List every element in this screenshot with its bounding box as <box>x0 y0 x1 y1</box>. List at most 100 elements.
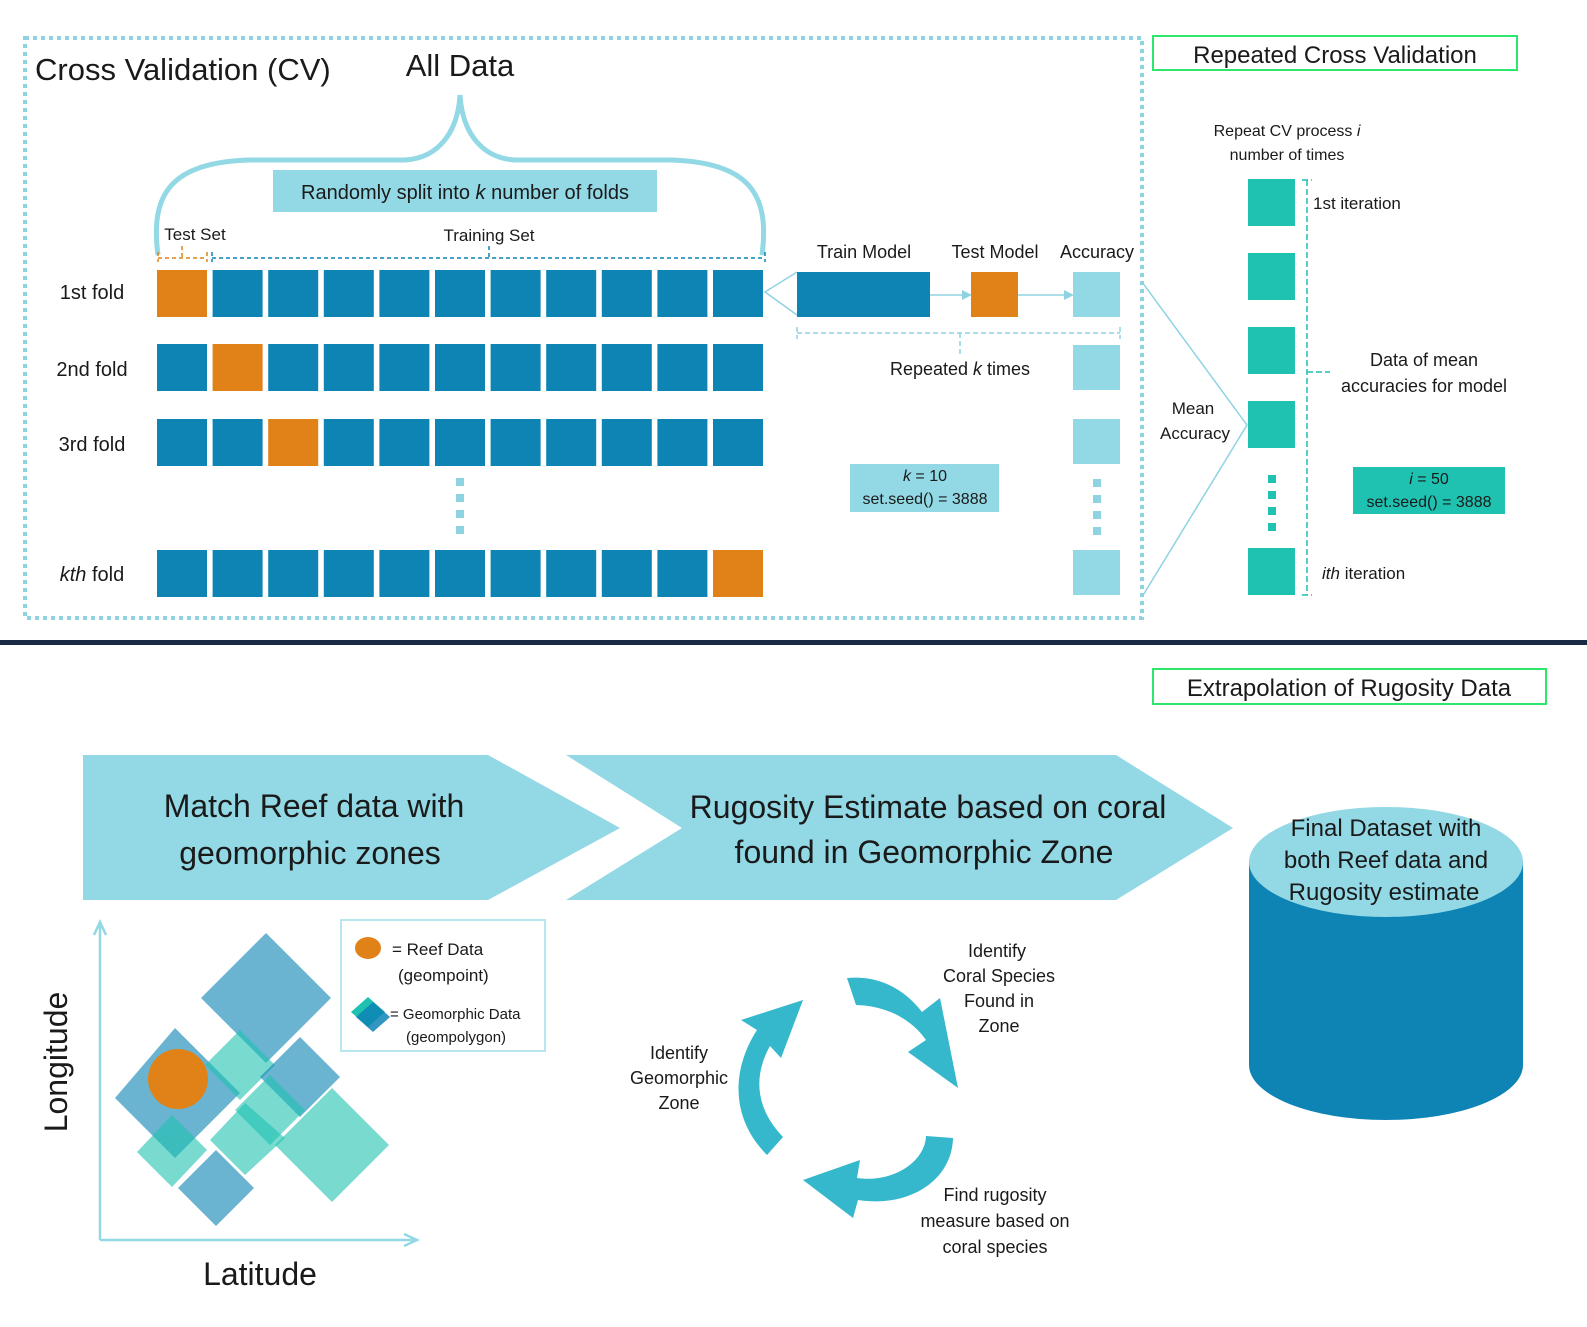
fold-2-block-6 <box>435 344 485 391</box>
rcv-title-box <box>1152 35 1518 71</box>
training-set-bracket <box>211 246 766 262</box>
rcv-title: Repeated Cross Validation <box>1193 42 1477 69</box>
fold-4-block-8 <box>546 550 597 597</box>
final-dataset-line3: Rugosity estimate <box>1289 879 1480 906</box>
fold-3-block-5 <box>379 419 430 466</box>
first-iteration-label: 1st iteration <box>1313 194 1401 213</box>
i-param-box <box>1353 467 1505 514</box>
fold-3-block-8 <box>546 419 597 466</box>
mean-accuracy-label-2: Accuracy <box>1160 424 1230 443</box>
fold-4-block-10 <box>657 550 708 597</box>
rcv-repeat-line1: Repeat CV process i <box>1214 123 1361 140</box>
fold-3-block-1 <box>157 419 207 466</box>
legend-geomorphic-icon <box>351 997 390 1032</box>
ith-iteration-label: ith iteration <box>1322 564 1405 583</box>
fold-1-block-3 <box>268 270 319 317</box>
final-dataset-cylinder <box>1249 807 1523 1120</box>
fold-1-block-5 <box>379 270 430 317</box>
fold-label-3: 3rd fold <box>59 434 126 456</box>
test-set-bracket <box>157 246 208 262</box>
fold-3-block-2 <box>212 419 263 466</box>
all-data-brace <box>153 94 767 256</box>
fold-1-block-11 <box>713 270 763 317</box>
repeated-k-label: Repeated k times <box>890 359 1030 379</box>
k-param-box <box>850 464 999 512</box>
fold-rows <box>157 270 763 597</box>
legend-reef-line1: = Reef Data <box>392 940 484 959</box>
legend-reef-icon <box>355 937 381 959</box>
cycle-find-rugosity-3: coral species <box>942 1237 1047 1257</box>
fold-2-block-8 <box>546 344 597 391</box>
polygon-teal-low <box>210 1103 285 1175</box>
fold-2-block-5 <box>379 344 430 391</box>
fold-3-block-7 <box>490 419 541 466</box>
polygon-teal-right <box>275 1088 389 1202</box>
fold-3-block-10 <box>657 419 708 466</box>
iteration-ellipsis <box>1268 475 1276 531</box>
cycle-arrow-top-right <box>847 977 958 1088</box>
fold-3-block-11 <box>713 419 763 466</box>
fold-3-block-6 <box>435 419 485 466</box>
fold-4-block-7 <box>490 550 541 597</box>
step1-line2: geomorphic zones <box>179 835 440 871</box>
fold-1-block-4 <box>323 270 374 317</box>
i-param-value: i = 50 <box>1409 471 1449 488</box>
cycle-arrow-left <box>738 1000 803 1155</box>
legend-geo-line2: (geompolygon) <box>406 1029 506 1046</box>
fold-2-block-4 <box>323 344 374 391</box>
fold-4-block-1 <box>157 550 207 597</box>
iteration-block-3 <box>1248 327 1295 374</box>
cv-panel-border <box>23 36 1144 620</box>
legend-reef-line2: (geompoint) <box>398 966 489 985</box>
polygon-teal-top <box>205 1030 275 1100</box>
mean-accuracies-data-line2: accuracies for model <box>1341 376 1507 396</box>
cycle-find-rugosity-2: measure based on <box>920 1211 1069 1231</box>
fold-1-block-2 <box>212 270 263 317</box>
fold-2-block-1 <box>157 344 207 391</box>
fold-2-block-2 <box>212 344 263 391</box>
fold-1-block-9 <box>601 270 652 317</box>
i-param-seed: set.seed() = 3888 <box>1367 494 1492 511</box>
test-set-label: Test Set <box>164 225 226 244</box>
x-axis <box>100 1232 420 1248</box>
mean-accuracy-label-1: Mean <box>1172 399 1215 418</box>
section-divider <box>0 640 1587 645</box>
fold-2-block-7 <box>490 344 541 391</box>
fold-1-block-6 <box>435 270 485 317</box>
legend-geo-line1: = Geomorphic Data <box>390 1006 521 1023</box>
split-label-box <box>273 170 657 212</box>
fold-to-model-connector <box>763 271 798 316</box>
cycle-identify-coral-2: Coral Species <box>943 966 1055 986</box>
fold-label-2: 2nd fold <box>56 359 127 381</box>
k-param-seed: set.seed() = 3888 <box>863 491 988 508</box>
y-axis-label: Longitude <box>38 992 74 1133</box>
final-dataset-line2: both Reef data and <box>1284 847 1488 874</box>
mean-accuracy-fan <box>1141 281 1248 598</box>
fold-4-block-6 <box>435 550 485 597</box>
step2-line1: Rugosity Estimate based on coral <box>690 789 1167 825</box>
extrapolation-title-box <box>1152 668 1547 705</box>
step2-line2: found in Geomorphic Zone <box>735 834 1114 870</box>
train-model-block <box>797 272 930 317</box>
k-param-value: k = 10 <box>903 468 947 485</box>
reef-data-point <box>148 1049 208 1109</box>
all-data-label: All Data <box>406 48 515 83</box>
split-label: Randomly split into k number of folds <box>301 182 629 204</box>
fold-1-block-8 <box>546 270 597 317</box>
fold-3-block-4 <box>323 419 374 466</box>
fold-2-block-3 <box>268 344 319 391</box>
cycle-identify-coral-4: Zone <box>978 1016 1019 1036</box>
step1-line1: Match Reef data with <box>164 788 465 824</box>
fold-label-kth: kth fold <box>60 564 125 586</box>
iteration-block-1 <box>1248 179 1295 226</box>
fold-4-block-9 <box>601 550 652 597</box>
train-model-label: Train Model <box>817 242 911 262</box>
test-model-block <box>971 272 1018 317</box>
fold-4-block-3 <box>268 550 319 597</box>
polygon-teal-left <box>137 1115 207 1187</box>
training-set-label: Training Set <box>443 226 534 245</box>
y-axis <box>92 919 108 1240</box>
fold-2-block-9 <box>601 344 652 391</box>
final-dataset-line1: Final Dataset with <box>1291 815 1482 842</box>
